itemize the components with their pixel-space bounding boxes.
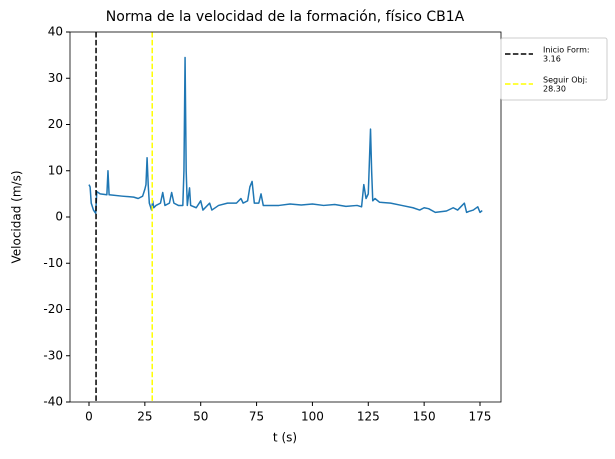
chart-title: Norma de la velocidad de la formación, f…: [106, 9, 465, 25]
legend-value: 3.16: [543, 55, 561, 64]
legend-label: Seguir Obj:: [543, 76, 588, 85]
y-tick-label: 10: [48, 163, 63, 177]
x-tick-label: 100: [301, 410, 324, 424]
y-tick-label: 40: [48, 25, 63, 39]
plot-frame: [69, 31, 502, 403]
x-tick-label: 125: [357, 410, 380, 424]
y-tick-label: 30: [48, 71, 63, 85]
y-tick-label: -40: [43, 395, 63, 409]
x-tick-label: 25: [137, 410, 152, 424]
legend-label: Inicio Form:: [543, 46, 590, 55]
y-tick-label: 20: [48, 117, 63, 131]
x-tick-label: 50: [193, 410, 208, 424]
y-tick-label: 0: [55, 210, 63, 224]
y-tick-label: -30: [43, 348, 63, 362]
y-tick-label: -20: [43, 302, 63, 316]
x-tick-label: 0: [85, 410, 93, 424]
x-tick-label: 150: [413, 410, 436, 424]
y-axis-label: Velocidad (m/s): [10, 170, 24, 263]
x-axis-label: t (s): [273, 431, 297, 445]
x-tick-label: 175: [469, 410, 492, 424]
y-tick-label: -10: [43, 256, 63, 270]
legend-value: 28.30: [543, 85, 566, 94]
series-line: [88, 56, 483, 215]
legend-box: [500, 37, 608, 101]
x-tick-label: 75: [249, 410, 264, 424]
